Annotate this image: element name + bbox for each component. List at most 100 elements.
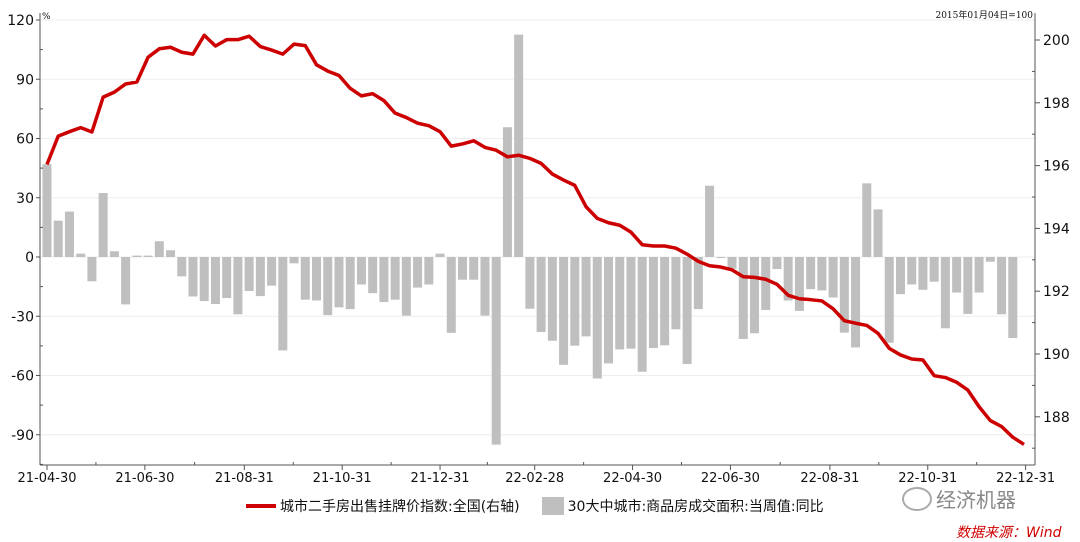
x-tick-label: 22-08-31 bbox=[800, 471, 859, 486]
x-tick-label: 21-10-31 bbox=[313, 471, 372, 486]
bar bbox=[660, 257, 670, 346]
bar bbox=[828, 257, 838, 298]
bar bbox=[985, 257, 995, 262]
bar bbox=[536, 257, 546, 333]
watermark: 经济机器 bbox=[902, 484, 1016, 513]
bar bbox=[570, 257, 580, 346]
bar bbox=[458, 257, 468, 280]
bar bbox=[727, 257, 737, 269]
bar bbox=[794, 257, 804, 311]
left-tick-label: -60 bbox=[11, 369, 34, 385]
bar bbox=[592, 257, 602, 379]
wechat-icon bbox=[902, 486, 932, 511]
x-tick-label: 21-06-30 bbox=[115, 471, 174, 486]
bar bbox=[42, 164, 52, 257]
bar bbox=[446, 257, 456, 333]
bar bbox=[76, 253, 86, 257]
bar bbox=[469, 257, 479, 280]
bar bbox=[615, 257, 625, 350]
bar bbox=[502, 127, 512, 258]
x-tick-label: 22-12-31 bbox=[996, 471, 1055, 486]
legend-line-swatch bbox=[246, 504, 276, 508]
bar bbox=[547, 257, 557, 341]
left-tick-label: -30 bbox=[11, 309, 34, 325]
bar bbox=[761, 257, 771, 310]
legend: 城市二手房出售挂牌价指数:全国(右轴) 30大中城市:商品房成交面积:当周值:同… bbox=[246, 496, 824, 516]
x-tick-label: 22-10-31 bbox=[898, 471, 957, 486]
bar bbox=[143, 255, 153, 257]
bar bbox=[997, 257, 1007, 315]
bar bbox=[334, 257, 344, 308]
bar bbox=[884, 257, 894, 343]
right-tick-label: 190 bbox=[1043, 347, 1070, 363]
bar bbox=[581, 257, 591, 337]
bar bbox=[166, 250, 176, 257]
bar bbox=[188, 257, 198, 297]
bar bbox=[233, 257, 243, 315]
bar bbox=[312, 257, 322, 301]
right-tick-label: 194 bbox=[1043, 221, 1070, 237]
x-tick-label: 22-02-28 bbox=[505, 471, 564, 486]
legend-label-price-index: 城市二手房出售挂牌价指数:全国(右轴) bbox=[280, 499, 520, 515]
bar bbox=[817, 257, 827, 291]
bar bbox=[514, 34, 524, 257]
bar bbox=[121, 257, 131, 305]
bar bbox=[862, 183, 872, 257]
bar bbox=[940, 257, 950, 329]
bar bbox=[705, 185, 715, 257]
left-tick-label: 90 bbox=[16, 72, 34, 88]
bar bbox=[839, 257, 849, 333]
bar bbox=[222, 257, 232, 299]
bar bbox=[300, 257, 310, 300]
bar bbox=[210, 257, 220, 305]
bar bbox=[952, 257, 962, 293]
bar bbox=[413, 257, 423, 288]
bar bbox=[749, 257, 759, 334]
x-tick-label: 22-06-30 bbox=[701, 471, 760, 486]
bar bbox=[626, 257, 636, 349]
left-tick-label: 120 bbox=[7, 13, 34, 29]
bar bbox=[682, 257, 692, 365]
bar bbox=[974, 257, 984, 293]
bar bbox=[401, 257, 411, 316]
bar bbox=[491, 257, 501, 445]
bar bbox=[851, 257, 861, 348]
bar bbox=[772, 257, 782, 270]
watermark-text: 经济机器 bbox=[936, 488, 1016, 512]
bar bbox=[368, 257, 378, 294]
bar bbox=[177, 257, 187, 277]
bar bbox=[1008, 257, 1018, 338]
bar bbox=[53, 220, 63, 257]
bar bbox=[289, 257, 299, 264]
bar bbox=[783, 257, 793, 301]
bar bbox=[255, 257, 265, 297]
left-tick-label: -90 bbox=[11, 428, 34, 444]
left-unit-label: % bbox=[42, 12, 51, 22]
x-tick-label: 21-04-30 bbox=[17, 471, 76, 486]
legend-bar-swatch bbox=[541, 497, 564, 515]
legend-label-transaction-area: 30大中城市:商品房成交面积:当周值:同比 bbox=[567, 499, 824, 515]
right-tick-label: 196 bbox=[1043, 159, 1070, 175]
bar bbox=[132, 255, 142, 257]
right-tick-label: 192 bbox=[1043, 284, 1070, 300]
right-tick-label: 198 bbox=[1043, 96, 1070, 112]
bar bbox=[480, 257, 490, 316]
bar bbox=[648, 257, 658, 349]
bar bbox=[244, 257, 254, 291]
bar bbox=[267, 257, 277, 286]
left-tick-label: 0 bbox=[25, 250, 34, 266]
bar bbox=[918, 257, 928, 290]
bar bbox=[604, 257, 613, 364]
bar bbox=[806, 257, 816, 290]
bar bbox=[963, 257, 973, 314]
bar bbox=[278, 257, 288, 351]
bar bbox=[738, 257, 748, 339]
bar bbox=[716, 257, 726, 258]
bar bbox=[424, 257, 434, 285]
bar bbox=[87, 257, 97, 282]
price-index-line bbox=[45, 33, 1025, 446]
bar bbox=[64, 211, 74, 257]
bar bbox=[356, 257, 366, 285]
bar bbox=[435, 253, 445, 257]
